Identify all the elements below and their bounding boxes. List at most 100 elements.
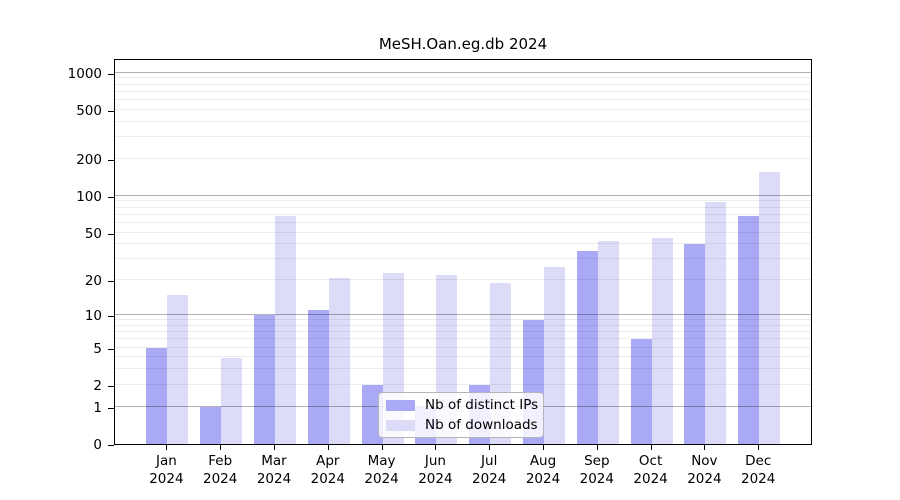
x-tick-label-sep: Sep 2024 <box>579 453 614 487</box>
y-tick-500 <box>108 110 114 112</box>
bar-ips-feb <box>200 406 222 444</box>
gridline-5 <box>115 346 811 348</box>
legend: Nb of distinct IPs Nb of downloads <box>378 392 544 438</box>
y-tick-1000 <box>108 73 114 75</box>
bar-downloads-sep <box>597 240 619 444</box>
y-tick-0 <box>108 445 114 446</box>
downloads-swatch <box>386 419 415 431</box>
gridline-1000 <box>115 71 811 73</box>
chart-title: MeSH.Oan.eg.db 2024 <box>378 35 548 53</box>
gridline-500 <box>115 108 811 110</box>
legend-label-downloads: Nb of downloads <box>425 417 538 433</box>
y-tick-10 <box>108 316 114 318</box>
x-tick-label-jan: Jan 2024 <box>149 453 184 487</box>
y-tick-label-20: 20 <box>84 273 102 290</box>
bar-downloads-mar <box>275 216 296 444</box>
gridline-4 <box>115 356 811 358</box>
x-tick-label-jun: Jun 2024 <box>418 453 453 487</box>
gridline-7 <box>115 331 811 333</box>
bar-ips-apr <box>307 310 329 444</box>
x-tick-jun <box>435 445 437 450</box>
bar-downloads-apr <box>328 277 350 444</box>
bar-downloads-oct <box>651 238 673 444</box>
y-tick-label-2: 2 <box>93 377 102 394</box>
bar-ips-nov <box>684 244 706 444</box>
x-tick-label-oct: Oct 2024 <box>633 453 668 487</box>
y-tick-label-1000: 1000 <box>67 65 102 82</box>
y-tick-label-0: 0 <box>93 437 102 453</box>
x-tick-may <box>381 445 383 450</box>
gridline-900 <box>115 77 811 79</box>
bar-ips-jan <box>146 347 168 444</box>
y-tick-5 <box>108 348 114 350</box>
x-tick-jan <box>166 445 168 450</box>
x-tick-label-mar: Mar 2024 <box>256 453 292 487</box>
x-tick-nov <box>704 445 706 450</box>
gridline-8 <box>115 324 811 326</box>
gridline-3 <box>115 368 811 370</box>
x-tick-sep <box>596 445 598 450</box>
x-tick-feb <box>220 445 222 450</box>
bar-ips-mar <box>254 315 275 444</box>
x-tick-aug <box>543 445 544 450</box>
gridline-30 <box>115 258 811 260</box>
x-tick-label-dec: Dec 2024 <box>741 453 776 487</box>
y-tick-50 <box>108 233 114 235</box>
bar-downloads-aug <box>544 266 565 444</box>
gridline-6 <box>115 338 811 340</box>
gridline-40 <box>115 243 811 245</box>
y-tick-1 <box>108 407 114 409</box>
bar-ips-may <box>361 384 383 444</box>
bar-downloads-dec <box>759 172 781 444</box>
y-tick-label-500: 500 <box>76 102 102 119</box>
y-tick-label-10: 10 <box>84 308 102 325</box>
y-tick-2 <box>108 385 114 387</box>
gridline-300 <box>115 136 811 138</box>
gridline-700 <box>115 90 811 92</box>
gridline-9 <box>115 319 811 321</box>
gridline-60 <box>115 221 811 223</box>
x-tick-label-aug: Aug 2024 <box>525 453 561 487</box>
legend-item-ips: Nb of distinct IPs <box>385 396 538 414</box>
gridline-10 <box>115 314 811 316</box>
y-tick-label-1: 1 <box>93 399 102 416</box>
gridline-2 <box>115 383 811 385</box>
plot-area <box>114 59 812 445</box>
x-tick-label-apr: Apr 2024 <box>310 453 345 487</box>
x-tick-label-jul: Jul 2024 <box>472 453 507 487</box>
gridline-50 <box>115 231 811 233</box>
y-tick-label-5: 5 <box>93 340 102 357</box>
x-tick-mar <box>274 445 275 450</box>
gridline-400 <box>115 120 811 122</box>
bar-ips-oct <box>630 339 652 444</box>
x-tick-label-nov: Nov 2024 <box>687 453 722 487</box>
x-tick-jul <box>489 445 491 450</box>
gridline-70 <box>115 213 811 215</box>
gridline-90 <box>115 200 811 202</box>
bar-ips-dec <box>738 216 760 444</box>
x-tick-label-feb: Feb 2024 <box>203 453 238 487</box>
gridline-600 <box>115 98 811 100</box>
ips-swatch <box>386 399 415 411</box>
bar-ips-sep <box>576 251 598 444</box>
x-tick-label-may: May 2024 <box>364 453 399 487</box>
y-tick-100 <box>108 196 114 198</box>
gridline-20 <box>115 279 811 281</box>
bar-downloads-feb <box>221 357 243 444</box>
y-tick-20 <box>108 281 114 283</box>
x-tick-apr <box>327 445 329 450</box>
y-tick-label-50: 50 <box>84 225 102 242</box>
gridline-800 <box>115 83 811 85</box>
x-tick-dec <box>758 445 760 450</box>
legend-item-downloads: Nb of downloads <box>385 416 538 434</box>
gridline-80 <box>115 206 811 208</box>
x-tick-oct <box>650 445 652 450</box>
y-tick-label-200: 200 <box>76 151 102 168</box>
y-tick-label-100: 100 <box>76 188 102 205</box>
bar-downloads-nov <box>705 201 727 444</box>
gridline-200 <box>115 157 811 159</box>
y-tick-200 <box>108 159 114 161</box>
gridline-100 <box>115 194 811 196</box>
bar-downloads-jan <box>167 294 189 444</box>
